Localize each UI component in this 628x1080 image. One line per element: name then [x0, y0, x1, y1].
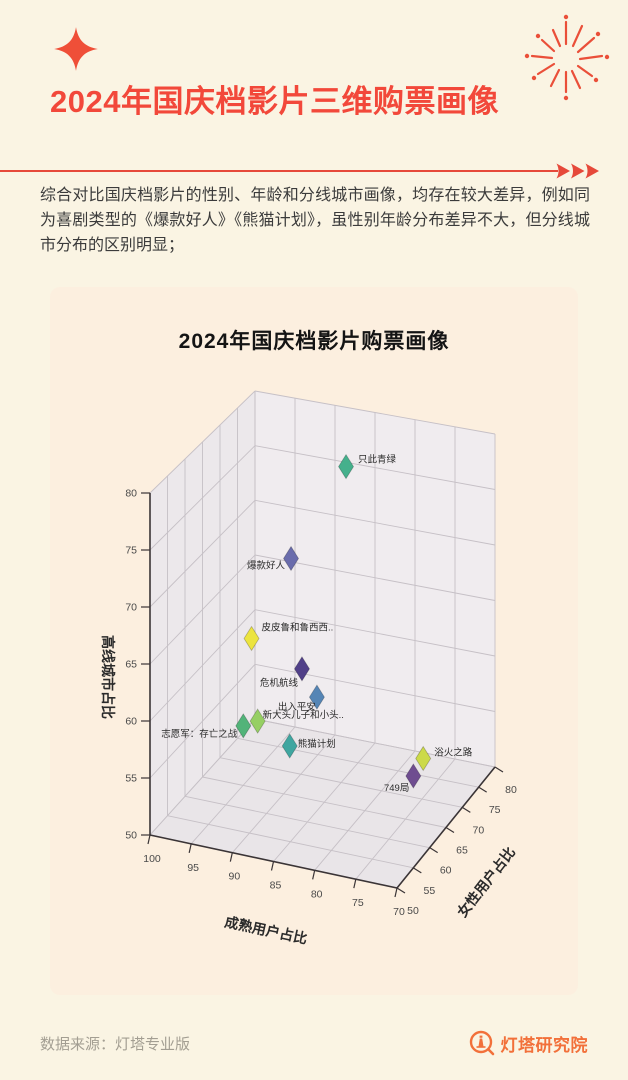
y-tick [494, 766, 504, 773]
y-tick-label: 55 [423, 885, 435, 897]
z-tick-label: 60 [125, 716, 137, 728]
data-point-diamond [235, 713, 252, 739]
brand-name: 灯塔研究院 [500, 1035, 588, 1055]
fireworks-icon [524, 14, 610, 101]
x-tick-label: 80 [311, 888, 323, 900]
data-point-label: 只此青绿 [358, 454, 397, 466]
grid-line [149, 664, 256, 779]
divider [0, 162, 628, 180]
x-tick-label: 100 [143, 853, 161, 865]
lighthouse-logo-icon [469, 1030, 494, 1056]
z-tick-label: 70 [125, 602, 137, 614]
grid-line [254, 499, 496, 546]
grid-line [254, 663, 496, 712]
data-point-label: 浴火之路 [434, 746, 473, 758]
y-tick [445, 826, 455, 834]
z-axis-title: 高线城市占比 [100, 635, 116, 719]
data-source: 数据来源：灯塔专业版 [40, 1035, 191, 1053]
grid-line [149, 390, 256, 494]
data-point-label: 皮皮鲁和鲁西西.. [262, 621, 334, 633]
grid-line [355, 758, 456, 880]
grid-line [190, 726, 296, 845]
data-point-diamond [283, 545, 299, 572]
y-tick-label: 60 [440, 865, 452, 877]
z-tick-label: 75 [125, 545, 137, 557]
grid-line [149, 445, 256, 551]
y-tick-label: 75 [489, 804, 501, 816]
y-tick [413, 867, 422, 874]
data-point-diamond [405, 763, 422, 789]
x-tick-label: 70 [393, 906, 405, 918]
grid-line [254, 609, 496, 657]
x-tick [147, 834, 151, 845]
sparkle-icon [54, 27, 98, 71]
grid-line [254, 718, 496, 768]
x-tick [394, 887, 398, 898]
data-point-diamond [415, 745, 432, 772]
y-tick-label: 80 [505, 784, 517, 796]
chart-card: 100 95 90 85 80 75 70 50 55 60 65 70 75 80 50 55 60 65 70 7… [50, 287, 578, 995]
y-tick [462, 806, 471, 813]
x-tick [312, 870, 316, 880]
z-tick-label: 55 [125, 773, 137, 785]
data-point-label: 熊猫计划 [298, 738, 336, 750]
x-tick [270, 861, 275, 871]
chart-title: 2024年国庆档影片购票画像 [178, 330, 450, 353]
data-point-label: 出入平安 [278, 701, 316, 713]
y-tick-label: 50 [407, 905, 419, 917]
x-tick-label: 90 [228, 871, 240, 883]
grid-line [231, 734, 336, 853]
grid-line [149, 609, 256, 722]
data-point-label: 新大头儿子和小头.. [263, 709, 344, 721]
data-point-diamond [294, 656, 310, 682]
data-point-label: 志愿军：存亡之战 [161, 728, 238, 740]
grid-line [254, 390, 496, 435]
data-point-diamond [281, 733, 298, 759]
data-point-label: 爆款好人 [247, 560, 286, 572]
page-title: 2024年国庆档影片三维购票画像 [50, 84, 499, 119]
brand-block: 灯塔研究院 [469, 1030, 589, 1056]
z-tick-label: 65 [125, 659, 137, 671]
z-tick-label: 80 [125, 488, 137, 500]
y-tick [478, 786, 487, 793]
grid-line [314, 750, 416, 871]
data-point-label: 危机航线 [260, 677, 299, 689]
x-tick [188, 843, 192, 853]
x-tick [353, 879, 357, 889]
data-point-diamond [243, 625, 260, 652]
footer: 数据来源：灯塔专业版 灯塔研究院 [40, 1030, 588, 1056]
y-tick [429, 847, 438, 854]
divider-arrows-icon [556, 163, 599, 179]
data-point-diamond [338, 453, 354, 480]
grid-line [149, 718, 256, 836]
data-point-diamond [249, 708, 266, 734]
y-tick-label: 70 [472, 824, 484, 836]
grid-line [149, 554, 256, 665]
intro-text: 综合对比国庆档影片的性别、年龄和分线城市画像，均存在较大差异，例如同为喜剧类型的… [40, 187, 590, 254]
grid-line [149, 500, 256, 608]
data-point-label: 749局 [384, 783, 409, 794]
x-tick-label: 85 [270, 880, 282, 892]
grid-line [254, 445, 496, 490]
x-axis-title: 成熟用户占比 [223, 914, 308, 947]
grid-line [273, 742, 376, 862]
divider-line [0, 170, 558, 172]
z-tick-label: 50 [125, 830, 137, 842]
x-tick-label: 75 [352, 897, 364, 909]
x-tick [229, 852, 233, 862]
y-tick [396, 887, 406, 894]
y-tick-label: 65 [456, 845, 468, 857]
data-point-diamond [308, 684, 325, 710]
x-tick-label: 95 [187, 862, 199, 874]
